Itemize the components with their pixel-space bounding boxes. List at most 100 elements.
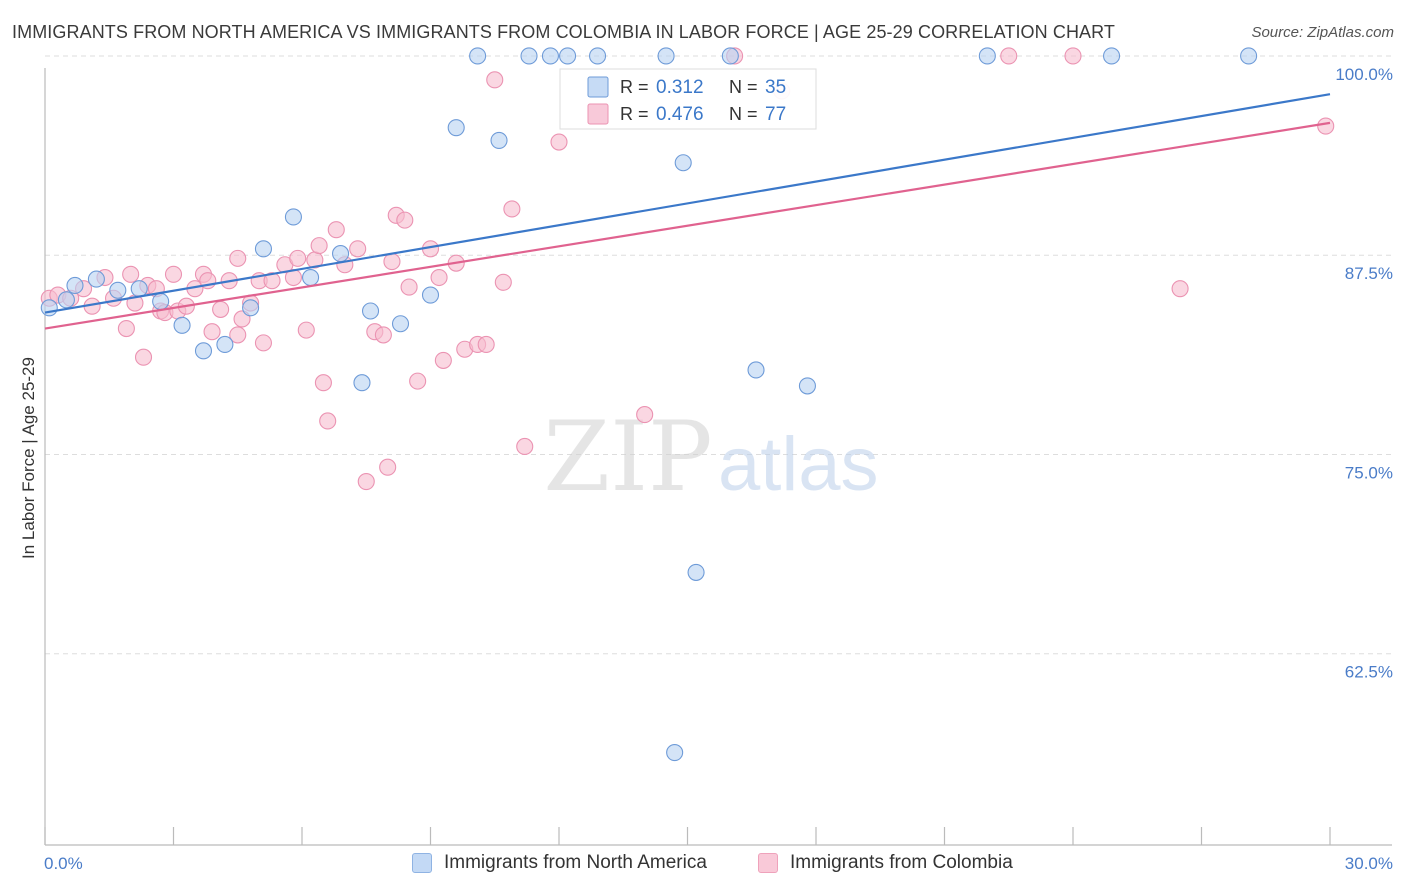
source-attribution: Source: ZipAtlas.com	[1251, 24, 1394, 41]
legend-item-colombia[interactable]: Immigrants from Colombia	[758, 852, 1013, 874]
point-north-america	[254, 240, 273, 258]
legend-label-north-america: Immigrants from North America	[444, 852, 707, 873]
point-colombia	[486, 71, 504, 89]
y-tick-label: 75.0%	[1345, 463, 1393, 482]
legend-item-north-america[interactable]: Immigrants from North America	[412, 852, 707, 874]
point-colombia	[122, 265, 140, 283]
point-north-america	[721, 47, 739, 65]
legend-swatch-north-america	[412, 853, 432, 873]
point-north-america	[242, 299, 260, 317]
legend-swatch-colombia	[758, 853, 778, 873]
point-colombia	[212, 300, 230, 318]
point-colombia	[1064, 47, 1082, 65]
n-label: N =	[729, 77, 758, 97]
point-colombia	[319, 412, 337, 430]
point-colombia	[164, 265, 183, 283]
point-north-america	[109, 281, 127, 299]
legend-label-colombia: Immigrants from Colombia	[790, 852, 1013, 873]
point-colombia	[1171, 280, 1189, 298]
point-north-america	[361, 302, 380, 320]
n-value: 77	[765, 104, 786, 125]
r-value: 0.476	[656, 104, 704, 125]
y-tick-label: 62.5%	[1345, 663, 1393, 682]
point-north-america	[152, 292, 170, 310]
point-north-america	[687, 563, 705, 581]
point-colombia	[477, 335, 495, 354]
x-tick-label: 0.0%	[44, 854, 83, 873]
point-colombia	[516, 437, 534, 456]
point-north-america	[657, 47, 675, 65]
point-colombia	[434, 351, 452, 369]
stats-legend-swatch	[587, 103, 609, 125]
watermark-zip: ZIP	[543, 401, 712, 513]
point-colombia	[550, 133, 568, 151]
point-colombia	[289, 249, 307, 267]
point-colombia	[636, 406, 654, 424]
point-colombia	[254, 334, 273, 352]
y-axis-label: In Labor Force | Age 25-29	[19, 357, 38, 559]
x-tick-labels: 0.0% 30.0%	[44, 854, 1393, 873]
point-colombia	[349, 240, 367, 258]
point-north-america	[559, 47, 577, 65]
watermark-atlas: atlas	[718, 422, 879, 507]
point-colombia	[409, 372, 427, 390]
point-colombia	[400, 278, 418, 296]
point-north-america	[391, 315, 410, 333]
point-north-america	[674, 154, 692, 172]
point-north-america	[421, 286, 440, 304]
trend-line-north-america	[44, 93, 1331, 314]
point-colombia	[1000, 47, 1018, 65]
point-colombia	[494, 273, 512, 291]
point-north-america	[490, 131, 508, 149]
point-north-america	[798, 377, 816, 395]
r-value: 0.312	[656, 77, 704, 98]
chart-title: IMMIGRANTS FROM NORTH AMERICA VS IMMIGRA…	[12, 22, 1116, 42]
point-colombia	[229, 326, 247, 344]
point-north-america	[520, 47, 538, 65]
point-colombia	[314, 374, 332, 392]
point-colombia	[383, 253, 401, 271]
y-tick-labels: 100.0% 87.5% 75.0% 62.5%	[1335, 65, 1393, 682]
point-north-america	[284, 208, 302, 226]
point-north-america	[40, 299, 58, 317]
point-north-america	[331, 245, 350, 263]
point-colombia	[327, 221, 345, 239]
n-value: 35	[765, 77, 786, 98]
bottom-legend: Immigrants from North America Immigrants…	[0, 852, 1406, 878]
point-north-america	[447, 119, 465, 137]
point-north-america	[1103, 47, 1121, 65]
point-north-america	[1240, 47, 1258, 65]
point-north-america	[216, 335, 234, 354]
point-north-america	[588, 47, 607, 65]
stats-legend-swatch	[587, 76, 609, 98]
point-north-america	[173, 316, 191, 334]
stats-legend: R = 0.312 N = 35 R = 0.476 N = 77	[559, 68, 817, 130]
point-north-america	[57, 291, 75, 309]
point-colombia	[297, 321, 315, 339]
point-colombia	[134, 348, 153, 366]
point-colombia	[117, 319, 135, 338]
point-north-america	[747, 361, 765, 379]
point-north-america	[87, 270, 105, 288]
r-label: R =	[620, 104, 649, 124]
point-north-america	[302, 268, 320, 287]
point-colombia	[374, 326, 392, 344]
point-north-america	[130, 280, 148, 298]
point-colombia	[357, 473, 375, 491]
point-colombia	[203, 323, 221, 341]
point-north-america	[66, 276, 84, 295]
axes	[44, 68, 1392, 846]
point-north-america	[541, 47, 559, 65]
x-tick-label: 30.0%	[1345, 854, 1393, 873]
point-north-america	[666, 743, 684, 762]
data-points	[40, 47, 1335, 762]
n-label: N =	[729, 104, 758, 124]
point-colombia	[263, 272, 281, 290]
trend-lines	[44, 93, 1331, 330]
point-colombia	[503, 200, 521, 218]
r-label: R =	[620, 77, 649, 97]
y-tick-label: 87.5%	[1345, 264, 1393, 283]
point-north-america	[194, 342, 213, 360]
point-colombia	[379, 458, 397, 476]
